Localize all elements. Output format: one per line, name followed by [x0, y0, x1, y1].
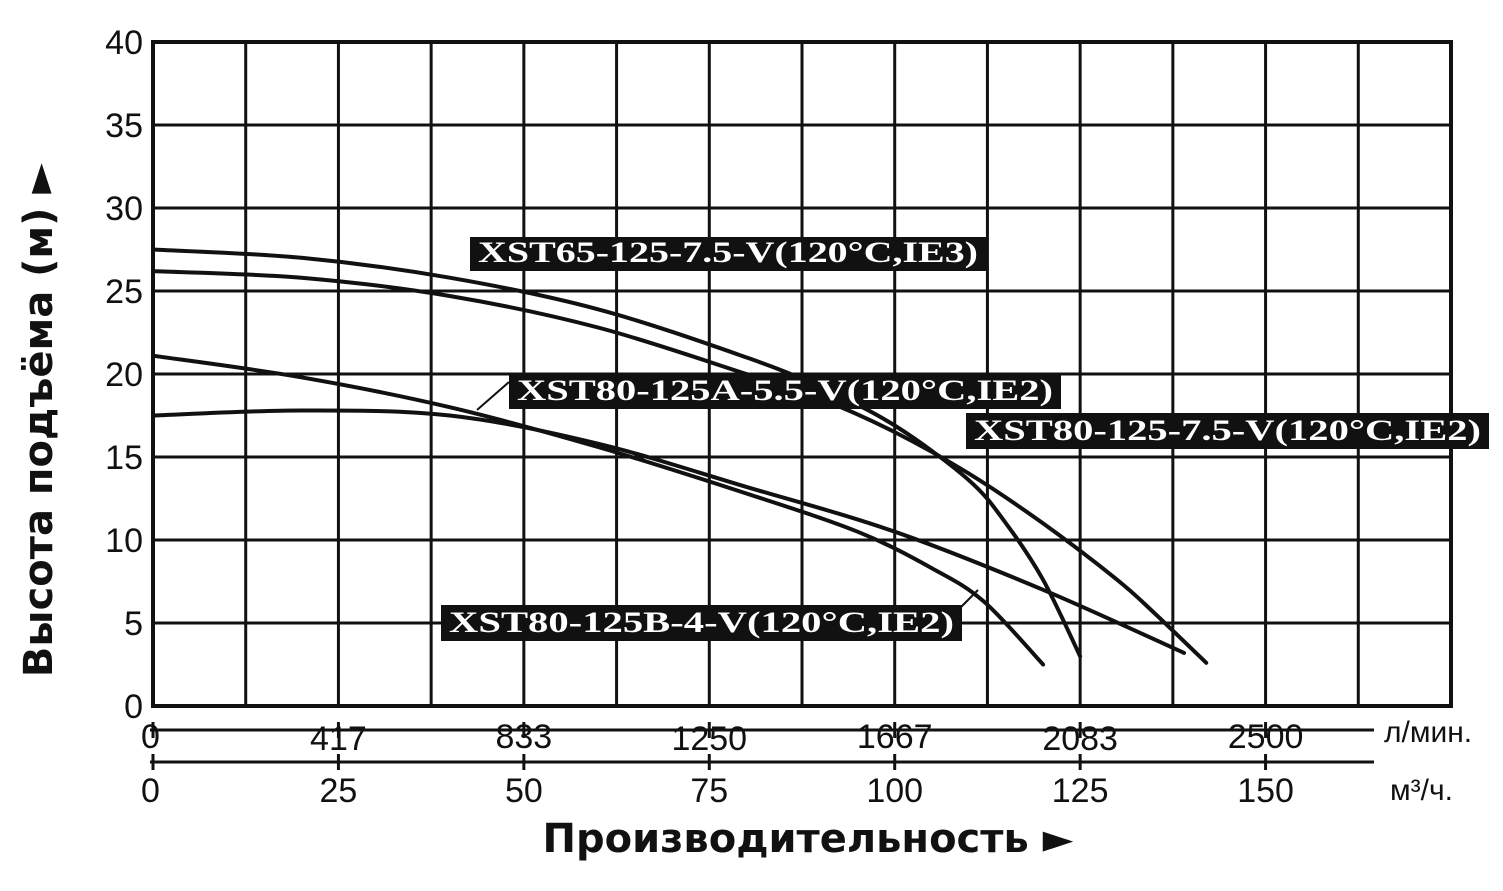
series-xst80-125b-4-leader-line — [959, 589, 979, 609]
x-tick-label-secondary: 125 — [1052, 772, 1109, 810]
x-tick-label-secondary: 100 — [866, 772, 923, 810]
x-tick-label-primary: 1667 — [857, 718, 933, 756]
x-tick-label-secondary: 0 — [141, 772, 160, 810]
y-tick-label: 0 — [124, 688, 143, 726]
x-tick-label-secondary: 150 — [1237, 772, 1294, 810]
y-tick-label: 10 — [105, 522, 143, 560]
series-xst65-125-7-5-label-box — [470, 237, 986, 271]
x-tick-label-primary: 0 — [141, 718, 160, 756]
x-tick-label-secondary: 50 — [505, 772, 543, 810]
series-xst65-125-7-5-label: XST65-125-7.5-V(120°C,IE3) — [478, 236, 978, 269]
y-tick-label: 20 — [105, 356, 143, 394]
y-axis-title: Высота подъёма (м) ► — [16, 163, 62, 677]
series-xst80-125a-5-5-label-box — [509, 373, 1061, 409]
y-tick-label: 25 — [105, 273, 143, 311]
y-tick-label: 30 — [105, 190, 143, 228]
x-tick-label-primary: 417 — [310, 720, 367, 758]
x-unit-primary: л/мин. — [1384, 716, 1472, 749]
series-xst80-125-7-5-label-box — [966, 413, 1489, 449]
x-tick-label-primary: 2500 — [1228, 718, 1304, 756]
series-xst80-125-7-5-label: XST80-125-7.5-V(120°C,IE2) — [974, 414, 1481, 447]
series-xst65-125-7-5-curve — [151, 247, 1083, 659]
x-tick-label-secondary: 75 — [690, 772, 728, 810]
y-tick-label: 15 — [105, 439, 143, 477]
series-xst80-125a-5-5-leader-line — [476, 381, 510, 411]
series-xst80-125a-5-5-label: XST80-125A-5.5-V(120°C,IE2) — [517, 374, 1053, 407]
series-xst80-125a-5-5-curve — [151, 408, 1186, 655]
x-tick-label-primary: 833 — [495, 718, 552, 756]
x-axis-title: Производительность ► — [543, 816, 1074, 862]
series-labels: XST65-125-7.5-V(120°C,IE3) XST80-125-7.5-… — [441, 236, 1489, 641]
x-tick-label-primary: 2083 — [1042, 720, 1118, 758]
series-xst80-125b-4-label-box — [441, 605, 962, 641]
series-xst80-125b-4-label: XST80-125B-4-V(120°C,IE2) — [449, 606, 954, 639]
x-tick-label-secondary: 25 — [320, 772, 358, 810]
axes: л/мин. м³/ч. Производительность ► Высота… — [16, 24, 1472, 862]
x-unit-secondary: м³/ч. — [1390, 774, 1453, 807]
y-tick-label: 35 — [105, 107, 143, 145]
y-tick-label: 40 — [105, 24, 143, 62]
plot-frame — [151, 40, 1453, 708]
series-xst80-125b-4-curve — [151, 353, 1046, 667]
x-tick-label-primary: 1250 — [671, 720, 747, 758]
y-tick-label: 5 — [124, 605, 143, 643]
